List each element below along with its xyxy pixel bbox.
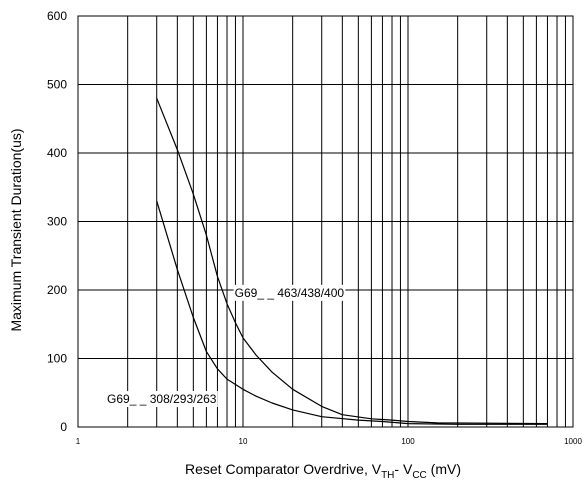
y-tick-labels: 0 100 200 300 400 500 600 — [47, 9, 67, 434]
y-axis-title: Maximum Transient Duration(us) — [8, 128, 24, 331]
x-axis-title-prefix: Reset Comparator Overdrive, V — [185, 461, 382, 477]
y-tick-label: 0 — [60, 420, 67, 434]
x-tick-label: 100 — [401, 437, 415, 446]
x-axis-title-middle: - V — [394, 461, 413, 477]
x-tick-label: 1000 — [564, 437, 582, 446]
y-tick-label: 200 — [47, 283, 67, 297]
annotation-background — [233, 284, 346, 301]
annotation-308-293-263: G69_ _ 308/293/263 — [107, 392, 217, 406]
y-tick-label: 100 — [47, 352, 67, 366]
y-tick-label: 600 — [47, 9, 67, 23]
y-tick-label: 400 — [47, 146, 67, 160]
y-tick-label: 500 — [47, 78, 67, 92]
x-axis-title-suffix: (mV) — [427, 461, 461, 477]
x-axis-title-sub-cc: CC — [412, 470, 426, 481]
x-tick-label: 10 — [239, 437, 248, 446]
annotation-background — [106, 391, 218, 408]
curve-annotations: G69_ _ 463/438/400 G69_ _ 308/293/263 — [106, 284, 346, 408]
x-tick-labels: 1 10 100 1000 — [76, 437, 583, 446]
series-line-308-293-263 — [156, 200, 548, 425]
annotation-463-438-400: G69_ _ 463/438/400 — [235, 286, 345, 300]
y-tick-label: 300 — [47, 215, 67, 229]
series-line-463-438-400 — [156, 97, 548, 425]
x-tick-label: 1 — [76, 437, 81, 446]
x-axis-title-sub-th: TH — [381, 470, 394, 481]
plot-area-frame — [77, 15, 574, 428]
series-lines — [156, 97, 548, 425]
x-axis-title: Reset Comparator Overdrive, VTH- VCC (mV… — [185, 461, 461, 481]
